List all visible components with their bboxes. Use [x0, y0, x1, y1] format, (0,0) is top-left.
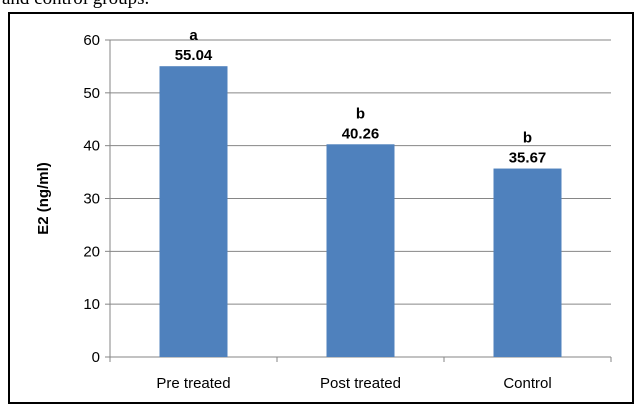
bar: [493, 168, 562, 357]
y-tick-label: 20: [83, 243, 100, 260]
significance-letter: a: [189, 27, 198, 44]
data-label: 40.26: [342, 125, 380, 142]
significance-letter: b: [356, 105, 365, 122]
data-label: 35.67: [509, 150, 547, 167]
caption-fragment: and control groups.: [2, 0, 149, 10]
y-tick-label: 30: [83, 191, 100, 208]
y-tick-label: 0: [92, 349, 100, 366]
x-tick-label: Post treated: [320, 375, 401, 392]
x-tick-label: Pre treated: [156, 375, 230, 392]
data-label: 55.04: [175, 47, 213, 64]
y-axis-title: E2 (ng/ml): [35, 162, 52, 235]
bar: [326, 144, 395, 357]
x-tick-label: Control: [503, 375, 551, 392]
y-tick-label: 40: [83, 138, 100, 155]
significance-letter: b: [523, 130, 532, 147]
bar: [159, 66, 228, 358]
y-tick-label: 10: [83, 296, 100, 313]
y-tick-label: 50: [83, 85, 100, 102]
y-tick-label: 60: [83, 32, 100, 49]
